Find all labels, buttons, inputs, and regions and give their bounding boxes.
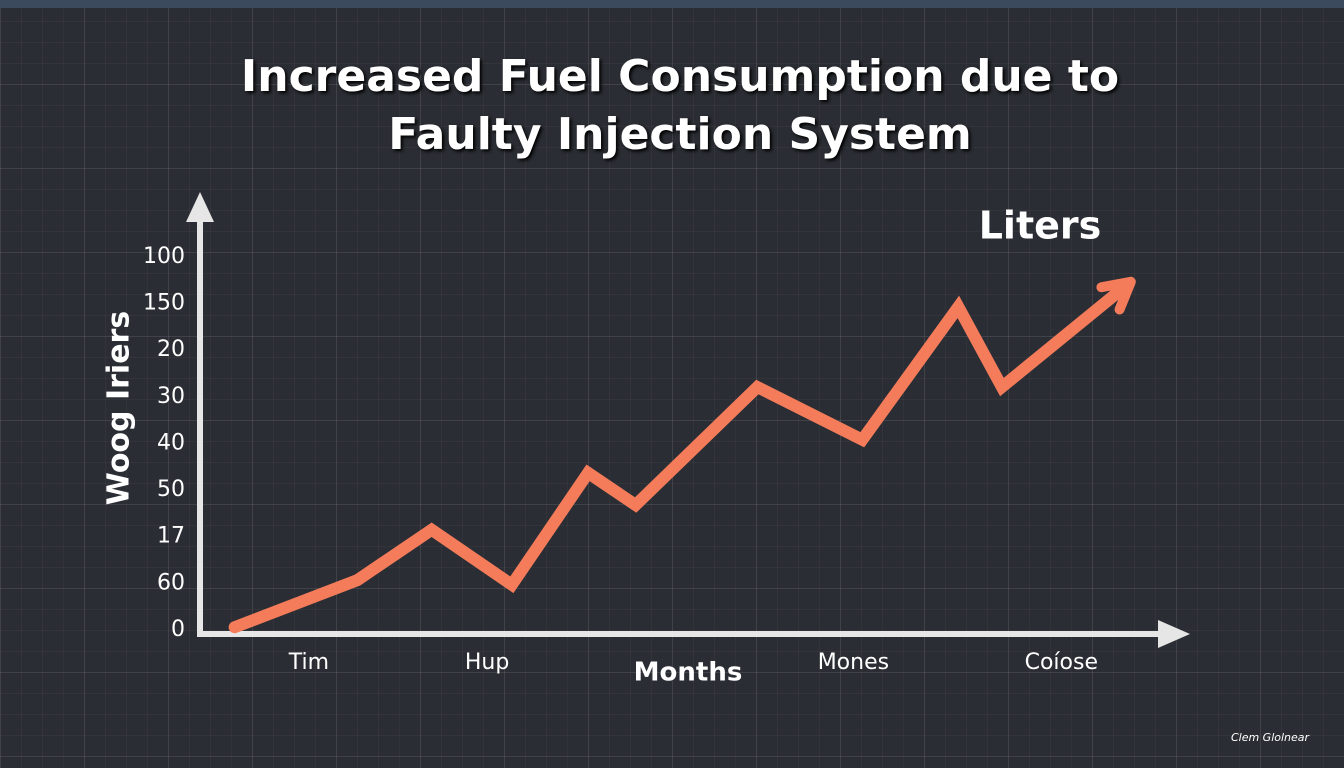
top-bar — [0, 0, 1344, 8]
y-tick-label: 40 — [157, 430, 185, 455]
line-arrowhead — [1096, 276, 1136, 315]
x-tick-label: Tim — [288, 650, 329, 675]
x-tick-label: Coíose — [1025, 650, 1098, 675]
y-axis-arrow — [186, 192, 214, 222]
x-tick-label: Hup — [465, 650, 509, 675]
watermark: Clem Glolnear — [1231, 731, 1311, 744]
x-axis-label: Months — [634, 658, 743, 688]
y-tick-label: 17 — [157, 524, 185, 549]
y-tick-label: 30 — [157, 384, 185, 409]
y-tick-label: 0 — [171, 617, 185, 642]
y-tick-label: 60 — [157, 570, 185, 595]
annotation: Liters — [979, 204, 1102, 248]
x-axis-arrow — [1158, 620, 1190, 648]
y-tick-label: 100 — [143, 244, 185, 269]
y-tick-label: 150 — [143, 291, 185, 316]
x-tick-label: Mones — [818, 650, 889, 675]
y-tick-label: 20 — [157, 337, 185, 362]
y-axis-label: Woog Iriers — [102, 311, 137, 505]
data-line — [228, 280, 1131, 634]
chart-title: Increased Fuel Consumption due to Faulty… — [240, 51, 1120, 160]
y-tick-label: 50 — [157, 477, 185, 502]
